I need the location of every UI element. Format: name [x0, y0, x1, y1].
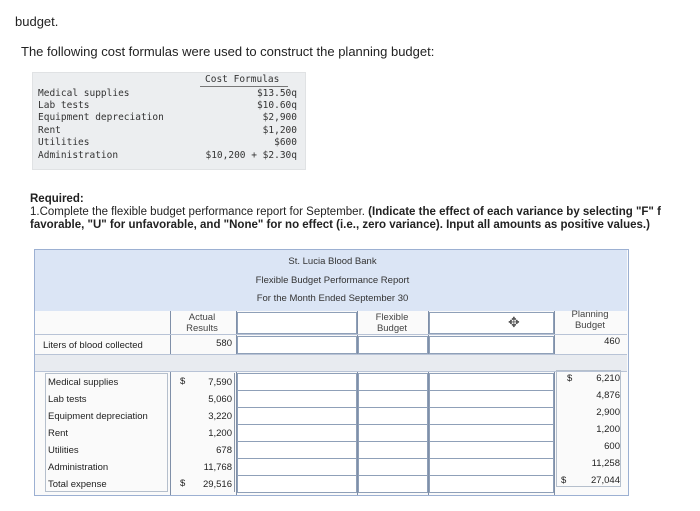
- activity-planning: 460: [604, 336, 620, 347]
- required-line-1: 1.Complete the flexible budget performan…: [30, 206, 700, 218]
- col-planning-header: Planning Budget: [556, 309, 624, 331]
- report-header-band: [35, 250, 627, 311]
- row-planning: 4,876: [596, 390, 620, 401]
- col-flex-line1: Flexible: [375, 312, 409, 323]
- formula-value: $600: [274, 137, 297, 148]
- formula-value: $2,900: [262, 112, 297, 123]
- formula-value: $1,200: [262, 125, 297, 136]
- header-underline: [200, 86, 288, 87]
- col-flexible-header: Flexible Budget: [360, 312, 424, 334]
- flex-input[interactable]: [237, 441, 357, 459]
- formula-label: Equipment depreciation: [38, 112, 164, 123]
- formula-label: Rent: [38, 125, 61, 136]
- row-label: Utilities: [48, 445, 79, 456]
- col-divider: [170, 311, 171, 495]
- formula-label: Lab tests: [38, 100, 90, 111]
- report-subtitle: Flexible Budget Performance Report: [255, 275, 410, 286]
- required-line-2: favorable, "U" for unfavorable, and "Non…: [30, 219, 650, 231]
- col-plan-line2: Budget: [574, 320, 606, 331]
- report-period: For the Month Ended September 30: [256, 293, 409, 304]
- flex-input[interactable]: [358, 441, 428, 459]
- flex-input[interactable]: [358, 407, 428, 425]
- row-actual: 5,060: [208, 394, 232, 405]
- row-label: Lab tests: [48, 394, 87, 405]
- row-actual: 678: [216, 445, 232, 456]
- move-icon[interactable]: ✥: [508, 314, 520, 330]
- col-divider: [236, 311, 237, 495]
- col-divider: [554, 311, 555, 495]
- currency-symbol: $: [180, 478, 186, 489]
- flex-input[interactable]: [429, 373, 554, 391]
- flex-input[interactable]: [358, 475, 428, 493]
- formula-value: $13.50q: [256, 88, 297, 99]
- flex-input[interactable]: [358, 373, 428, 391]
- activity-label: Liters of blood collected: [43, 340, 143, 351]
- flex-input[interactable]: [237, 390, 357, 408]
- flex-input[interactable]: [358, 390, 428, 408]
- activity-flex-budget-input[interactable]: [358, 336, 428, 354]
- col-actual-header: Actual Results: [172, 312, 232, 334]
- row-actual: 1,200: [208, 428, 232, 439]
- row-label: Rent: [48, 428, 69, 439]
- report-title: St. Lucia Blood Bank: [288, 256, 377, 267]
- required-note-start: (Indicate the effect of each variance by…: [368, 206, 661, 218]
- formula-value: $10.60q: [256, 100, 297, 111]
- header-input-right[interactable]: [429, 312, 554, 334]
- flex-input[interactable]: [237, 475, 357, 493]
- row-planning: 6,210: [596, 373, 620, 384]
- col-divider: [428, 311, 429, 495]
- currency-symbol: $: [561, 475, 567, 486]
- row-planning: 11,258: [591, 458, 620, 469]
- header-input-left[interactable]: [237, 312, 357, 334]
- flex-input[interactable]: [237, 424, 357, 442]
- row-label: Administration: [48, 462, 109, 473]
- cost-formulas-header: Cost Formulas: [205, 74, 280, 85]
- row-planning: 1,200: [596, 424, 620, 435]
- col-flex-line2: Budget: [376, 323, 408, 334]
- col-plan-line1: Planning: [571, 309, 609, 320]
- flex-input[interactable]: [429, 407, 554, 425]
- row-label: Medical supplies: [48, 377, 119, 388]
- activity-flex-input[interactable]: [237, 336, 357, 354]
- activity-actual: 580: [216, 338, 232, 349]
- flex-input[interactable]: [237, 407, 357, 425]
- flex-input[interactable]: [358, 458, 428, 476]
- cost-formulas-box: [32, 72, 306, 170]
- formula-label: Utilities: [38, 137, 90, 148]
- required-instruction: 1.Complete the flexible budget performan…: [30, 206, 365, 218]
- formula-label: Administration: [38, 150, 119, 161]
- row-planning: 27,044: [590, 475, 620, 486]
- formula-value: $10,200 + $2.30q: [205, 150, 297, 161]
- flex-input[interactable]: [237, 458, 357, 476]
- col-divider: [357, 311, 358, 495]
- row-actual: 29,516: [202, 479, 232, 490]
- row-actual: 7,590: [208, 377, 232, 388]
- flex-input[interactable]: [429, 390, 554, 408]
- row-label: Equipment depreciation: [48, 411, 148, 422]
- col-actual-line1: Actual: [188, 312, 216, 323]
- page-heading: budget.: [15, 14, 59, 29]
- row-planning: 2,900: [596, 407, 620, 418]
- flex-input[interactable]: [429, 424, 554, 442]
- row-actual: 3,220: [208, 411, 232, 422]
- intro-text: The following cost formulas were used to…: [21, 44, 435, 59]
- row-label: Total expense: [48, 479, 107, 490]
- flex-input[interactable]: [237, 373, 357, 391]
- required-title: Required:: [30, 193, 84, 205]
- activity-var-input[interactable]: [429, 336, 554, 354]
- flex-input[interactable]: [358, 424, 428, 442]
- currency-symbol: $: [180, 376, 186, 387]
- row-actual: 11,768: [203, 462, 232, 473]
- formula-label: Medical supplies: [38, 88, 130, 99]
- col-actual-line2: Results: [186, 323, 218, 334]
- flex-input[interactable]: [429, 458, 554, 476]
- flex-input[interactable]: [429, 441, 554, 459]
- flex-input[interactable]: [429, 475, 554, 493]
- row-planning: 600: [604, 441, 620, 452]
- currency-symbol: $: [567, 373, 573, 384]
